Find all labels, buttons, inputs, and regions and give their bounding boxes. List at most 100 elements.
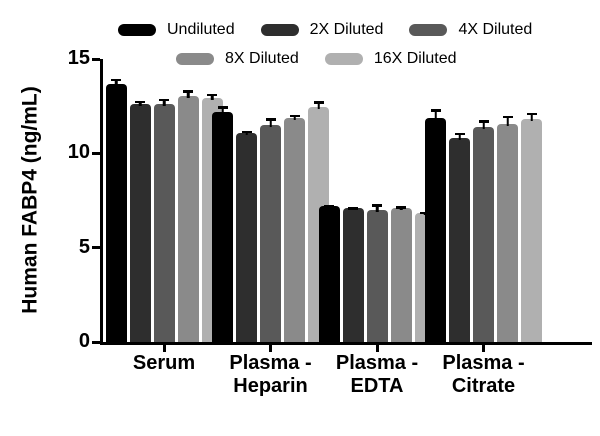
error-bar (135, 100, 145, 107)
legend-swatch (176, 53, 214, 65)
error-bar-cap (430, 109, 441, 112)
error-bar (217, 106, 228, 114)
legend-swatch (260, 24, 299, 36)
bar (318, 205, 340, 342)
bar-group (425, 59, 542, 342)
x-tick-mark (375, 345, 379, 352)
legend-row-2: 8X Diluted 16X Diluted (176, 50, 457, 68)
y-tick-label: 15 (67, 47, 90, 69)
bar (449, 132, 470, 342)
error-bar (159, 98, 169, 107)
y-tick-mark (92, 246, 100, 250)
error-bar (241, 130, 252, 135)
bar (366, 204, 388, 342)
error-bar-stem (375, 204, 379, 212)
error-bar-cap (265, 118, 276, 121)
error-bar-stem (186, 90, 190, 98)
error-bar-cap (348, 207, 358, 210)
legend-swatch (118, 24, 156, 36)
x-category-label-line: EDTA (350, 375, 404, 397)
bar (236, 130, 257, 342)
legend-swatch (409, 24, 448, 36)
error-bar-cap (183, 90, 193, 93)
bar-fill (366, 209, 388, 342)
error-bar (526, 112, 537, 122)
error-bar-cap (502, 115, 513, 119)
y-tick-mark (92, 340, 100, 344)
x-category-label: Plasma - EDTA (302, 352, 452, 398)
legend-label: 4X Diluted (458, 21, 533, 38)
legend-item: Undiluted (118, 21, 235, 39)
error-bar (313, 101, 324, 110)
bar-fill (260, 125, 281, 342)
error-bar-cap (324, 205, 334, 208)
bar (105, 78, 127, 342)
error-bar-stem (458, 132, 461, 141)
error-bar (111, 78, 121, 86)
legend-item: 4X Diluted (409, 21, 532, 39)
bar-fill (177, 95, 199, 342)
bar-fill (105, 83, 127, 342)
bar-fill (521, 119, 542, 342)
error-bar-stem (221, 106, 224, 114)
x-category-label-line: Serum (132, 352, 196, 374)
bar-group (212, 59, 329, 342)
error-bar (207, 93, 217, 100)
bar (129, 100, 151, 342)
error-bar-cap (217, 106, 228, 109)
y-tick-label: 5 (78, 235, 90, 258)
bar (260, 118, 281, 342)
legend-label: 16X Diluted (373, 50, 457, 67)
error-bar-cap (372, 204, 382, 207)
error-bar-stem (530, 112, 533, 122)
y-axis-title: Human FABP4 (ng/mL) (18, 86, 42, 314)
error-bar-stem (138, 100, 142, 107)
y-tick-label: 0 (78, 330, 90, 352)
bar (425, 109, 446, 342)
legend-item: 16X Diluted (324, 50, 457, 68)
y-tick-mark (92, 151, 100, 155)
x-category-label-line: Plasma - (442, 352, 525, 374)
bar-fill (449, 138, 470, 342)
bar-fill (153, 104, 175, 342)
bar-fill (390, 208, 412, 342)
error-bar-stem (434, 109, 437, 120)
bar-fill (342, 208, 364, 342)
bar-fill (284, 118, 305, 342)
x-category-label: Serum (89, 352, 239, 375)
x-tick-mark (269, 345, 272, 352)
x-category-label: Plasma - Heparin (196, 352, 346, 398)
x-category-label-line: Citrate (451, 375, 516, 397)
x-category-label-line: Heparin (233, 375, 308, 397)
legend-swatch (324, 53, 363, 65)
bar-fill (473, 126, 494, 342)
bar-fill (318, 206, 340, 342)
x-tick-mark (162, 345, 166, 352)
bar (497, 115, 518, 342)
error-bar-stem (162, 98, 166, 107)
error-bar-stem (482, 120, 485, 129)
error-bar (324, 205, 334, 209)
error-bar-cap (454, 132, 465, 136)
y-tick-label: 10 (67, 141, 90, 164)
error-bar-cap (289, 114, 300, 118)
error-bar-cap (111, 78, 121, 82)
bar (212, 106, 233, 342)
error-bar (396, 206, 406, 211)
error-bar-stem (269, 118, 272, 128)
legend-item: 8X Diluted (176, 50, 299, 68)
legend-item: 2X Diluted (260, 21, 383, 39)
bar (153, 98, 175, 342)
error-bar (183, 90, 193, 98)
error-bar-cap (313, 101, 324, 104)
error-bar (348, 207, 358, 211)
bar-fill (212, 111, 233, 342)
bar (284, 114, 305, 342)
legend-row-1: Undiluted 2X Diluted 4X Diluted (118, 21, 532, 39)
error-bar-cap (478, 120, 489, 123)
bar-group (318, 59, 436, 342)
error-bar-cap (396, 206, 406, 209)
bar (473, 120, 494, 342)
x-axis-line (100, 342, 592, 345)
error-bar-stem (114, 78, 118, 86)
